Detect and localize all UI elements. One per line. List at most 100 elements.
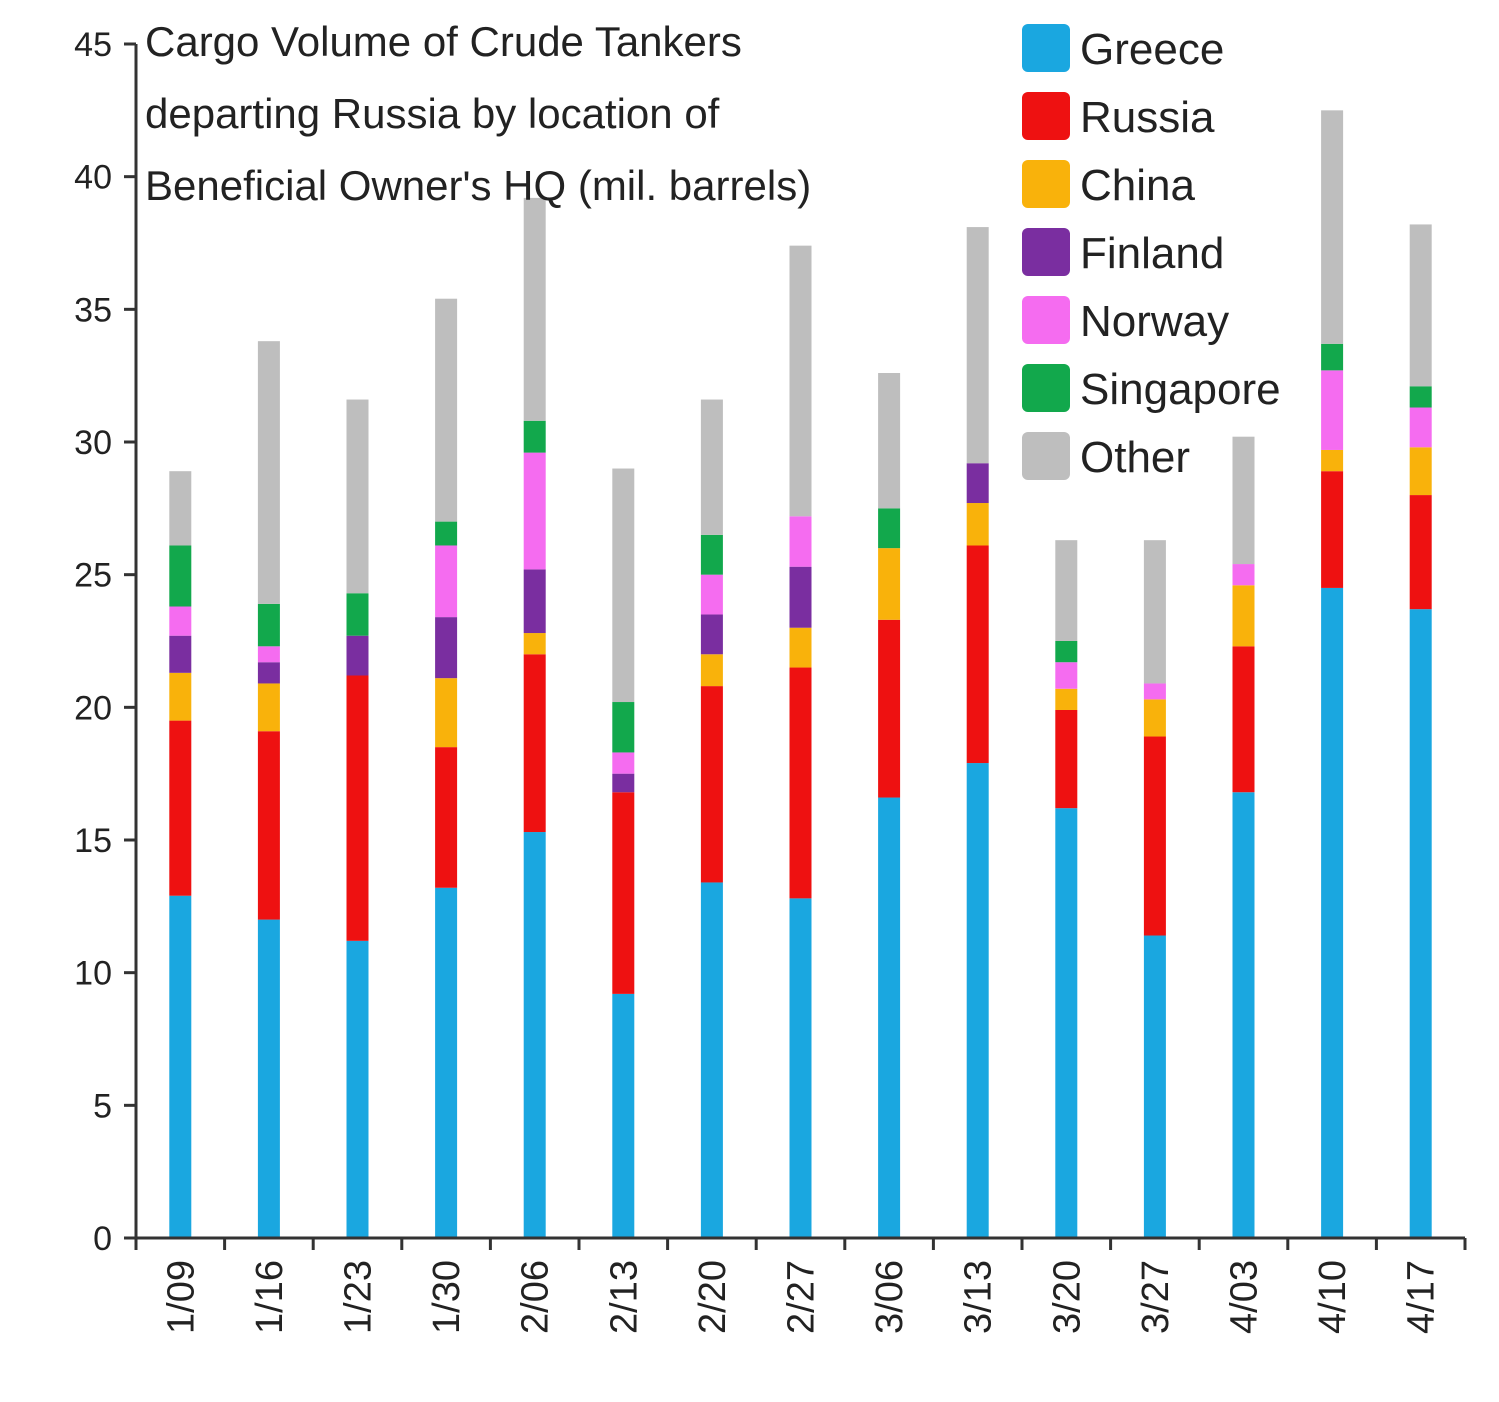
bar-segment-norway: [1409, 407, 1432, 448]
bar-segment-china: [1232, 585, 1255, 647]
bar-segment-greece: [789, 898, 812, 1238]
legend-swatch-singapore: [1022, 364, 1070, 412]
legend: Greece Russia China Finland Norway Singapore O…: [1022, 24, 1281, 482]
x-tick-label: 1/09: [160, 1260, 202, 1334]
bar-segment-china: [523, 633, 546, 655]
bar-segment-china: [1409, 447, 1432, 496]
y-tick-label: 5: [93, 1087, 112, 1125]
bar-segment-finland: [612, 773, 635, 793]
bar-segment-china: [700, 654, 723, 687]
bar-segment-russia: [1143, 736, 1166, 936]
bar-segment-china: [1143, 699, 1166, 737]
legend-label-singapore: Singapore: [1080, 365, 1281, 414]
y-tick-label: 25: [74, 557, 112, 595]
x-axis-ticks: 1/09 1/16 1/23 1/30 2/06 2/13 2/20 2/27 3/06 3/13…: [134, 1238, 1467, 1334]
bar-segment-norway: [1055, 662, 1078, 689]
bar-segment-finland: [700, 614, 723, 655]
bar-segment-china: [878, 548, 901, 620]
x-tick-label: 1/16: [249, 1260, 291, 1334]
x-tick-label: 2/20: [692, 1260, 734, 1334]
bar-segment-russia: [789, 667, 812, 899]
bar-segment-other: [612, 468, 635, 703]
legend-label-norway: Norway: [1080, 297, 1229, 346]
bar-segment-norway: [435, 545, 458, 618]
bar-segment-china: [966, 503, 989, 546]
bar-segment-singapore: [1409, 386, 1432, 408]
bar-segment-russia: [1409, 495, 1432, 610]
bar-segment-greece: [523, 832, 546, 1238]
bar-segment-other: [789, 245, 812, 517]
y-tick-label: 30: [74, 424, 112, 462]
bar-segment-finland: [346, 635, 369, 676]
bar-segment-singapore: [523, 420, 546, 453]
bar-segment-other: [1232, 436, 1255, 565]
y-tick-label: 0: [93, 1220, 112, 1258]
bar-segment-greece: [1321, 587, 1344, 1238]
bar-segment-norway: [1321, 370, 1344, 450]
bar-segment-singapore: [346, 593, 369, 636]
bar-segment-greece: [612, 993, 635, 1238]
bar-segment-norway: [523, 452, 546, 570]
bar-segment-finland: [257, 662, 280, 684]
bar-segment-greece: [435, 887, 458, 1238]
title-line-3: Beneficial Owner's HQ (mil. barrels): [145, 162, 811, 209]
x-tick-label: 2/27: [781, 1260, 823, 1334]
y-tick-label: 15: [74, 822, 112, 860]
bar-segment-greece: [346, 940, 369, 1238]
x-tick-label: 4/17: [1401, 1260, 1443, 1334]
y-tick-label: 35: [74, 291, 112, 329]
bar-segment-norway: [789, 516, 812, 567]
bar-segment-norway: [612, 752, 635, 774]
bar-segment-singapore: [612, 702, 635, 753]
bar-segment-russia: [1321, 471, 1344, 588]
bar-segment-finland: [966, 463, 989, 504]
bar-segment-other: [1409, 224, 1432, 387]
legend-label-greece: Greece: [1080, 25, 1224, 74]
x-tick-label: 2/13: [603, 1260, 645, 1334]
y-tick-label: 20: [74, 689, 112, 727]
bar-segment-russia: [966, 545, 989, 764]
bar-segment-other: [1055, 540, 1078, 641]
legend-swatch-china: [1022, 160, 1070, 208]
chart-title: Cargo Volume of Crude Tankers departing …: [145, 18, 811, 209]
legend-swatch-finland: [1022, 228, 1070, 276]
bar-segment-other: [346, 399, 369, 594]
bar-segment-greece: [966, 763, 989, 1238]
title-line-1: Cargo Volume of Crude Tankers: [145, 18, 742, 65]
bar-segment-greece: [700, 882, 723, 1238]
bar-segment-china: [1321, 449, 1344, 472]
bar-segment-singapore: [700, 534, 723, 575]
bar-segment-singapore: [435, 521, 458, 546]
bar-segment-other: [966, 227, 989, 464]
bar-segment-china: [169, 672, 192, 721]
bar-segment-russia: [523, 654, 546, 833]
x-tick-label: 3/20: [1046, 1260, 1088, 1334]
x-tick-label: 3/27: [1135, 1260, 1177, 1334]
bar-segment-other: [169, 471, 192, 546]
bar-segment-finland: [169, 635, 192, 673]
legend-label-russia: Russia: [1080, 93, 1215, 142]
bar-segment-other: [435, 298, 458, 522]
legend-swatch-russia: [1022, 92, 1070, 140]
x-tick-label: 3/06: [869, 1260, 911, 1334]
y-tick-label: 45: [74, 26, 112, 64]
bar-segment-norway: [169, 606, 192, 636]
bar-segment-other: [1143, 540, 1166, 684]
bar-segment-greece: [1232, 792, 1255, 1238]
x-tick-label: 2/06: [515, 1260, 557, 1334]
bar-segment-russia: [257, 731, 280, 920]
bar-segment-norway: [257, 646, 280, 663]
x-tick-label: 4/03: [1224, 1260, 1266, 1334]
bar-segment-china: [1055, 688, 1078, 710]
bar-segment-greece: [1143, 935, 1166, 1238]
x-tick-label: 4/10: [1312, 1260, 1354, 1334]
bar-segment-china: [435, 678, 458, 748]
bar-segment-china: [789, 627, 812, 668]
bar-segment-other: [878, 373, 901, 509]
bar-segment-russia: [435, 747, 458, 888]
bar-segment-singapore: [257, 603, 280, 647]
bars-group: [169, 110, 1432, 1238]
bar-segment-other: [257, 341, 280, 604]
bar-segment-greece: [878, 797, 901, 1238]
